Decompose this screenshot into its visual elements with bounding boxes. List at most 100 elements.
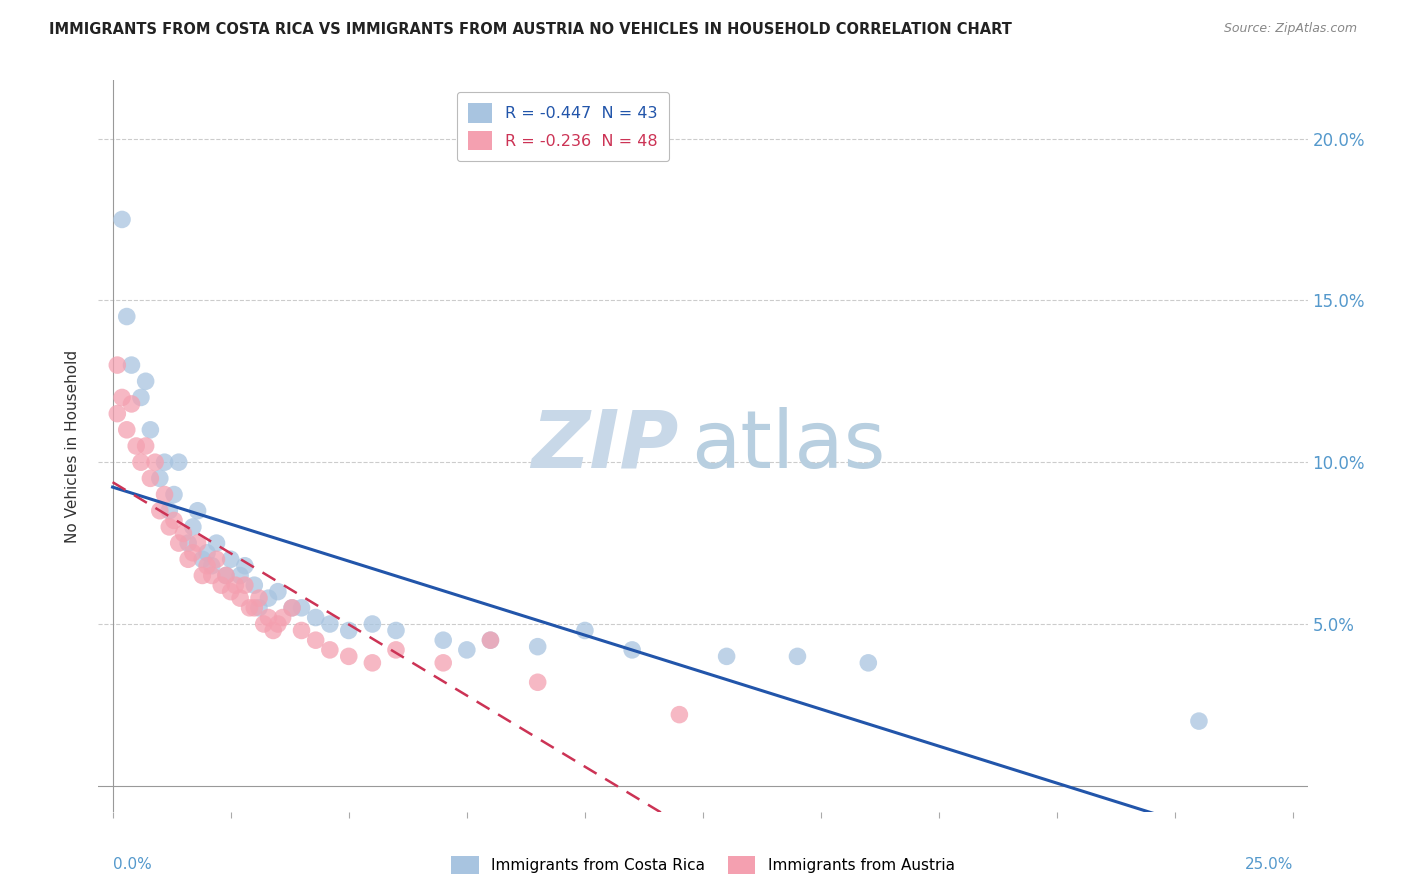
- Legend: Immigrants from Costa Rica, Immigrants from Austria: Immigrants from Costa Rica, Immigrants f…: [446, 850, 960, 880]
- Point: [319, 617, 342, 632]
- Point: [135, 374, 157, 388]
- Text: IMMIGRANTS FROM COSTA RICA VS IMMIGRANTS FROM AUSTRIA NO VEHICLES IN HOUSEHOLD C: IMMIGRANTS FROM COSTA RICA VS IMMIGRANTS…: [49, 22, 1012, 37]
- Point: [195, 546, 218, 560]
- Point: [111, 212, 134, 227]
- Point: [115, 423, 138, 437]
- Text: 25.0%: 25.0%: [1246, 857, 1294, 872]
- Point: [187, 504, 209, 518]
- Point: [121, 358, 143, 372]
- Text: 0.0%: 0.0%: [112, 857, 152, 872]
- Point: [432, 633, 454, 648]
- Point: [385, 643, 408, 657]
- Point: [290, 600, 312, 615]
- Point: [224, 578, 246, 592]
- Point: [177, 552, 200, 566]
- Point: [149, 504, 172, 518]
- Point: [135, 439, 157, 453]
- Point: [858, 656, 880, 670]
- Point: [153, 487, 176, 501]
- Point: [247, 591, 270, 606]
- Point: [205, 552, 228, 566]
- Point: [385, 624, 408, 638]
- Point: [668, 707, 690, 722]
- Point: [281, 600, 304, 615]
- Point: [526, 640, 548, 654]
- Point: [243, 578, 266, 592]
- Point: [195, 558, 218, 573]
- Point: [167, 536, 190, 550]
- Point: [187, 536, 209, 550]
- Point: [479, 633, 502, 648]
- Point: [139, 471, 162, 485]
- Point: [253, 617, 276, 632]
- Point: [432, 656, 454, 670]
- Point: [215, 568, 238, 582]
- Point: [305, 610, 328, 624]
- Point: [233, 558, 256, 573]
- Point: [172, 526, 194, 541]
- Point: [319, 643, 342, 657]
- Point: [574, 624, 596, 638]
- Point: [139, 423, 162, 437]
- Point: [305, 633, 328, 648]
- Point: [290, 624, 312, 638]
- Point: [267, 584, 290, 599]
- Point: [191, 568, 214, 582]
- Point: [239, 600, 262, 615]
- Point: [247, 600, 270, 615]
- Point: [125, 439, 148, 453]
- Point: [243, 600, 266, 615]
- Point: [479, 633, 502, 648]
- Point: [267, 617, 290, 632]
- Point: [181, 546, 204, 560]
- Point: [143, 455, 166, 469]
- Point: [262, 624, 284, 638]
- Point: [105, 407, 128, 421]
- Point: [786, 649, 808, 664]
- Point: [337, 624, 360, 638]
- Point: [257, 610, 280, 624]
- Point: [115, 310, 138, 324]
- Point: [337, 649, 360, 664]
- Point: [163, 487, 186, 501]
- Point: [271, 610, 294, 624]
- Point: [281, 600, 304, 615]
- Point: [361, 617, 384, 632]
- Point: [229, 591, 252, 606]
- Point: [163, 513, 186, 527]
- Point: [201, 558, 224, 573]
- Point: [201, 568, 224, 582]
- Point: [219, 552, 242, 566]
- Text: atlas: atlas: [690, 407, 886, 485]
- Point: [1188, 714, 1211, 728]
- Point: [215, 568, 238, 582]
- Point: [229, 568, 252, 582]
- Point: [167, 455, 190, 469]
- Point: [157, 520, 180, 534]
- Point: [716, 649, 738, 664]
- Point: [129, 455, 152, 469]
- Text: Source: ZipAtlas.com: Source: ZipAtlas.com: [1223, 22, 1357, 36]
- Point: [209, 578, 232, 592]
- Point: [526, 675, 548, 690]
- Y-axis label: No Vehicles in Household: No Vehicles in Household: [65, 350, 80, 542]
- Legend: R = -0.447  N = 43, R = -0.236  N = 48: R = -0.447 N = 43, R = -0.236 N = 48: [457, 92, 669, 161]
- Point: [361, 656, 384, 670]
- Point: [105, 358, 128, 372]
- Point: [129, 391, 152, 405]
- Point: [621, 643, 644, 657]
- Point: [177, 536, 200, 550]
- Point: [181, 520, 204, 534]
- Point: [205, 536, 228, 550]
- Point: [157, 504, 180, 518]
- Point: [219, 584, 242, 599]
- Point: [191, 552, 214, 566]
- Point: [149, 471, 172, 485]
- Point: [111, 391, 134, 405]
- Point: [153, 455, 176, 469]
- Point: [456, 643, 478, 657]
- Point: [233, 578, 256, 592]
- Text: ZIP: ZIP: [531, 407, 679, 485]
- Point: [257, 591, 280, 606]
- Point: [121, 397, 143, 411]
